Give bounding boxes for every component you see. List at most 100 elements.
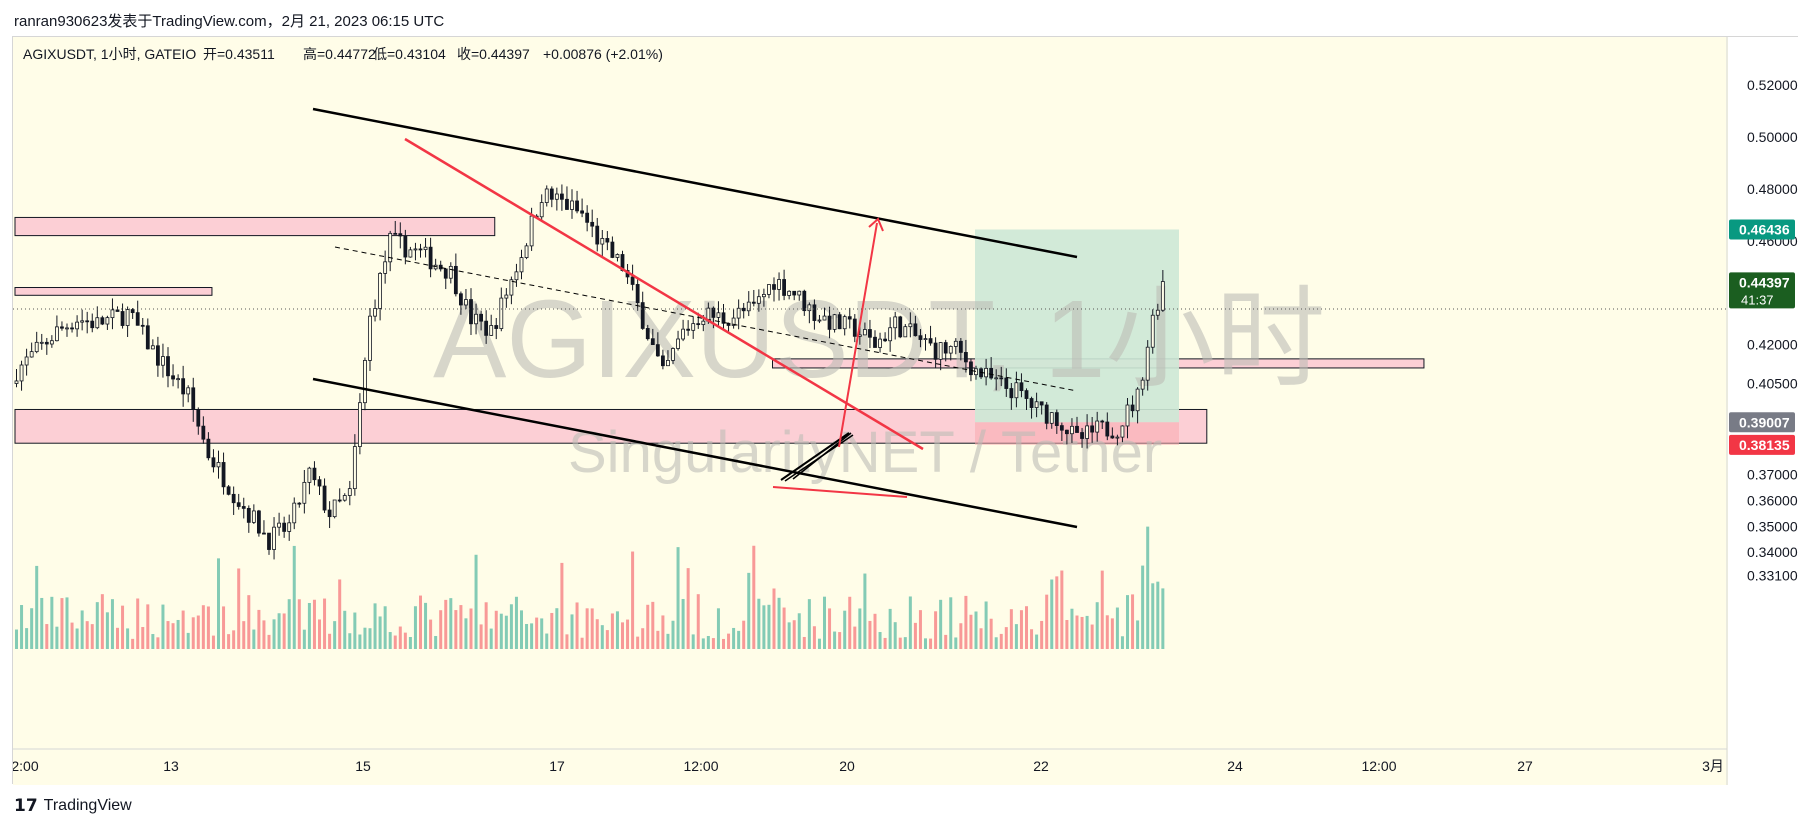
volume-bar [196, 615, 200, 649]
candle-body [1075, 425, 1079, 433]
candle-body [236, 502, 241, 507]
volume-bar [126, 628, 130, 649]
volume-bar [363, 627, 367, 649]
candle-body [777, 279, 781, 290]
candle-body [297, 502, 302, 505]
volume-bar [722, 638, 725, 649]
candle-body [337, 499, 342, 502]
volume-bar [934, 611, 938, 649]
volume-bar [176, 619, 180, 649]
candle-body [560, 193, 564, 200]
volume-bar [100, 594, 104, 649]
candle-body [974, 368, 978, 376]
volume-bar [954, 637, 958, 649]
candle-body [1150, 314, 1155, 348]
volume-bar [868, 620, 872, 649]
volume-bar [903, 637, 907, 649]
candle-body [898, 316, 903, 338]
price-axis: 0.520000.500000.480000.460000.420000.405… [1726, 37, 1799, 785]
candle-body [1125, 404, 1130, 427]
candle-body [565, 198, 569, 210]
volume-bar [843, 610, 847, 649]
price-chart[interactable]: AGIXUSDT, 1小时 SingularityNET / Tether 0.… [13, 37, 1799, 785]
volume-bar [287, 599, 291, 649]
candle-body [903, 326, 908, 338]
volume-bar [211, 635, 215, 649]
candle-body [640, 302, 645, 329]
volume-bar [484, 602, 488, 649]
candle-body [863, 329, 867, 336]
volume-bar [121, 605, 125, 649]
volume-bar [595, 619, 599, 649]
volume-bar [80, 610, 84, 649]
volume-bar [706, 635, 710, 649]
volume-bar [1156, 581, 1160, 649]
volume-bar [555, 608, 559, 649]
candle-body [246, 507, 251, 523]
candle-body [994, 377, 999, 380]
flag-line-b [784, 434, 854, 482]
candle-body [782, 279, 786, 296]
price-tick: 0.42000 [1747, 337, 1798, 353]
volume-bar [812, 626, 816, 649]
volume-bar [979, 628, 983, 649]
time-tick: 17 [549, 758, 565, 774]
volume-bar [1115, 607, 1119, 649]
candle-body [1029, 398, 1034, 408]
candle-body [226, 486, 231, 495]
candle-body [231, 493, 236, 504]
candle-body [494, 325, 499, 329]
price-axis-bg [1728, 37, 1799, 785]
candle-body [964, 352, 968, 363]
volume-bar [262, 620, 266, 649]
candle-body [650, 338, 655, 346]
volume-bar [292, 545, 296, 649]
candle-body [19, 364, 24, 382]
volume-bar [908, 596, 912, 649]
volume-bar [727, 633, 731, 649]
candle-body [1095, 420, 1100, 433]
volume-bar [131, 638, 135, 649]
candle-body [181, 378, 186, 395]
volume-bar [888, 608, 892, 649]
volume-bar [701, 638, 705, 649]
volume-bar [1085, 615, 1089, 649]
volume-bar [570, 614, 574, 649]
price-tick: 0.40500 [1747, 376, 1798, 392]
candle-body [1014, 382, 1019, 399]
candle-body [1090, 425, 1095, 433]
volume-bar [838, 632, 842, 649]
volume-bar [50, 596, 54, 649]
price-tick: 0.48000 [1747, 181, 1798, 197]
volume-bar [469, 608, 473, 649]
candle-body [595, 225, 600, 245]
candle-body [797, 290, 802, 296]
candle-body [201, 425, 206, 440]
candle-body [1160, 281, 1165, 311]
candle-body [953, 340, 958, 347]
legend-close: 收=0.44397 [457, 46, 530, 62]
volume-bar [373, 603, 377, 649]
candle-body [908, 323, 913, 328]
candle-body [65, 327, 69, 330]
chart-frame[interactable]: AGIXUSDT, 1小时 SingularityNET / Tether 0.… [12, 36, 1799, 785]
candle-body [115, 309, 120, 312]
volume-bar [449, 598, 453, 649]
candle-body [347, 488, 352, 496]
volume-bar [600, 625, 604, 649]
volume-bar [802, 636, 806, 649]
time-tick: 3月 [1702, 758, 1724, 774]
candle-body [166, 356, 170, 377]
volume-bar [641, 628, 645, 649]
candle-body [999, 377, 1004, 380]
volume-bar [636, 636, 640, 649]
candle-body [1115, 436, 1120, 439]
flag-upper-line [780, 432, 850, 481]
volume-bar [1075, 615, 1079, 649]
candle-body [741, 307, 746, 312]
time-tick: 2:00 [13, 758, 39, 774]
volume-bar [565, 634, 569, 649]
volume-bar [913, 622, 917, 649]
legend-high: 高=0.44772 [303, 46, 376, 62]
candle-body [969, 361, 973, 376]
